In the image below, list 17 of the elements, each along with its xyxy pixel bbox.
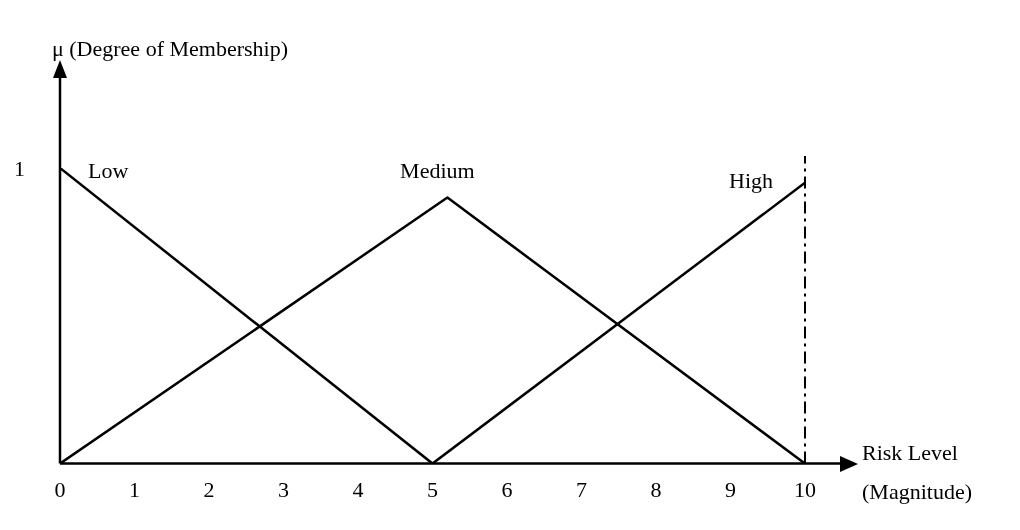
x-tick-label: 10 [794,476,816,502]
series-label: High [729,167,773,193]
x-tick-label: 5 [427,476,438,502]
x-tick-label: 4 [352,476,364,502]
x-axis-title: Risk Level (Magnitude) [862,439,972,504]
series-label: Low [88,158,129,183]
x-tick-label: 1 [129,476,140,502]
x-tick-label: 9 [725,476,736,502]
y-axis-title: μ (Degree of Membership) [52,36,288,61]
x-tick-label: 7 [576,476,587,502]
x-tick-label: 6 [501,476,513,502]
series-label: Medium [400,157,475,183]
x-tick-label: 3 [278,476,289,502]
annotation: 1 [14,155,25,181]
x-tick-label: 2 [203,476,215,502]
x-tick-label: 8 [650,476,662,502]
x-tick-label: 0 [54,476,66,502]
